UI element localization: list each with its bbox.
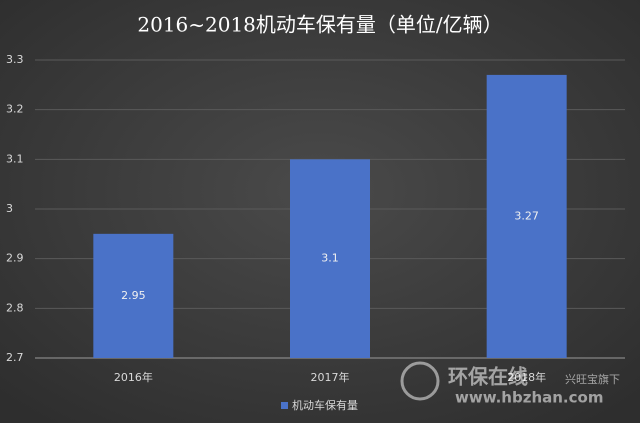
x-tick-label: 2017年: [311, 370, 350, 384]
y-tick-label: 2.8: [6, 301, 24, 314]
value-label: 3.1: [321, 252, 339, 265]
bar: [290, 159, 370, 358]
y-tick-label: 3.1: [6, 152, 24, 165]
x-tick-label: 2018年: [507, 370, 546, 384]
bar: [93, 233, 174, 358]
chart-title: 2016~2018机动车保有量（单位/亿辆）: [137, 13, 502, 37]
y-tick-label: 2.7: [6, 351, 24, 364]
y-tick-label: 3: [6, 202, 13, 215]
watermark: 环保在线 www.hbzhan.com 兴旺宝旗下: [400, 361, 620, 407]
bar: [486, 74, 567, 359]
watermark-logo: [400, 361, 440, 401]
x-tick-label: 2016年: [114, 370, 153, 384]
y-tick-label: 2.9: [6, 252, 24, 265]
value-label: 2.95: [121, 289, 146, 302]
legend-label: 机动车保有量: [292, 398, 358, 412]
y-tick-label: 3.2: [6, 103, 24, 116]
watermark-url: www.hbzhan.com: [455, 389, 603, 407]
value-label: 3.27: [514, 209, 539, 222]
watermark-text: 环保在线: [448, 365, 528, 389]
legend-swatch: [281, 402, 288, 409]
watermark-sub: 兴旺宝旗下: [565, 372, 620, 386]
y-tick-label: 3.3: [6, 53, 24, 66]
